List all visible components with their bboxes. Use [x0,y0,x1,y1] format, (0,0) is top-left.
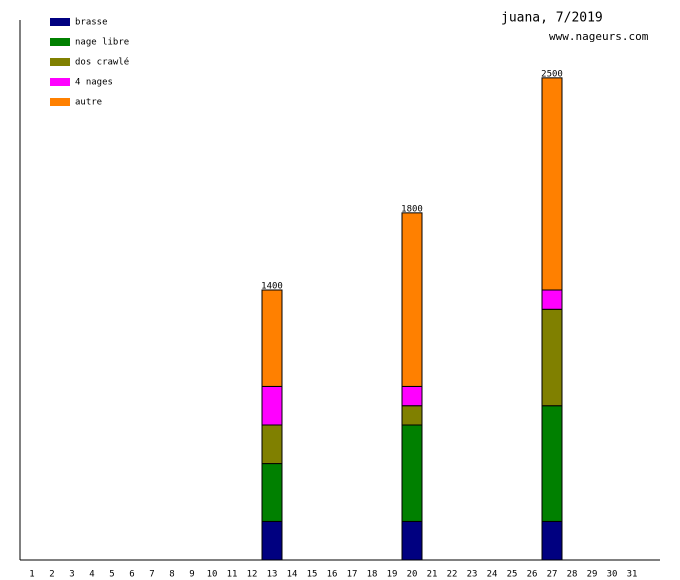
legend-swatch [50,38,70,46]
x-tick-label: 6 [129,570,134,580]
legend-label: nage libre [75,38,129,48]
bar-segment [261,463,283,522]
x-tick-label: 30 [607,570,618,580]
bar-segment [401,405,423,426]
legend-label: dos crawlé [75,57,129,68]
legend-swatch [50,58,70,66]
legend-swatch [50,18,70,26]
x-tick-label: 16 [327,570,338,580]
chart-title: juana, 7/2019 [501,11,603,26]
bar-segment [261,385,283,426]
x-tick-label: 8 [169,570,174,580]
x-tick-label: 2 [49,570,54,580]
bar-segment [261,520,283,561]
legend-label: 4 nages [75,78,113,88]
x-tick-label: 25 [507,570,518,580]
legend-label: autre [75,98,102,108]
x-tick-label: 10 [207,570,218,580]
x-tick-label: 13 [267,570,278,580]
bar-segment [541,289,563,310]
bar-segment [401,212,423,387]
x-tick-label: 9 [189,570,194,580]
bar-total-label: 1800 [401,204,423,214]
x-tick-label: 7 [149,570,154,580]
bar-segment [401,424,423,522]
bar-segment [541,520,563,561]
x-tick-label: 19 [387,570,398,580]
legend-swatch [50,78,70,86]
x-tick-label: 27 [547,570,558,580]
bar-total-label: 2500 [541,69,563,79]
bar-total-label: 1400 [261,282,283,292]
x-tick-label: 29 [587,570,598,580]
x-tick-label: 5 [109,570,114,580]
x-tick-label: 21 [427,570,438,580]
bar-segment [261,289,283,387]
chart-subtitle: www.nageurs.com [549,30,649,43]
x-tick-label: 18 [367,570,378,580]
x-tick-label: 15 [307,570,318,580]
x-tick-label: 17 [347,570,358,580]
x-tick-label: 23 [467,570,478,580]
x-tick-label: 4 [89,570,94,580]
bar-segment [541,405,563,522]
bar-segment [261,424,283,465]
bar-segment [541,308,563,407]
x-tick-label: 31 [627,570,638,580]
x-tick-label: 22 [447,570,458,580]
bar-segment [401,520,423,561]
x-tick-label: 3 [69,570,74,580]
bar-segment [401,385,423,407]
x-tick-label: 28 [567,570,578,580]
legend-swatch [50,98,70,106]
legend-label: brasse [75,18,108,28]
x-tick-label: 12 [247,570,258,580]
bar-segment [541,77,563,291]
x-tick-label: 24 [487,570,498,580]
x-tick-label: 26 [527,570,538,580]
x-tick-label: 1 [29,570,34,580]
x-tick-label: 20 [407,570,418,580]
x-tick-label: 11 [227,570,238,580]
x-tick-label: 14 [287,570,298,580]
